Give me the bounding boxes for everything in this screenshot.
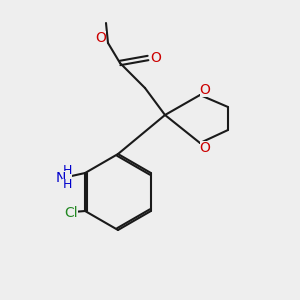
Text: N: N [56,171,66,185]
Text: O: O [200,141,210,155]
Text: O: O [151,51,161,65]
Text: Cl: Cl [64,206,78,220]
Text: O: O [200,83,210,97]
Text: H: H [62,178,72,191]
Text: H: H [62,164,72,178]
Text: O: O [96,31,106,45]
